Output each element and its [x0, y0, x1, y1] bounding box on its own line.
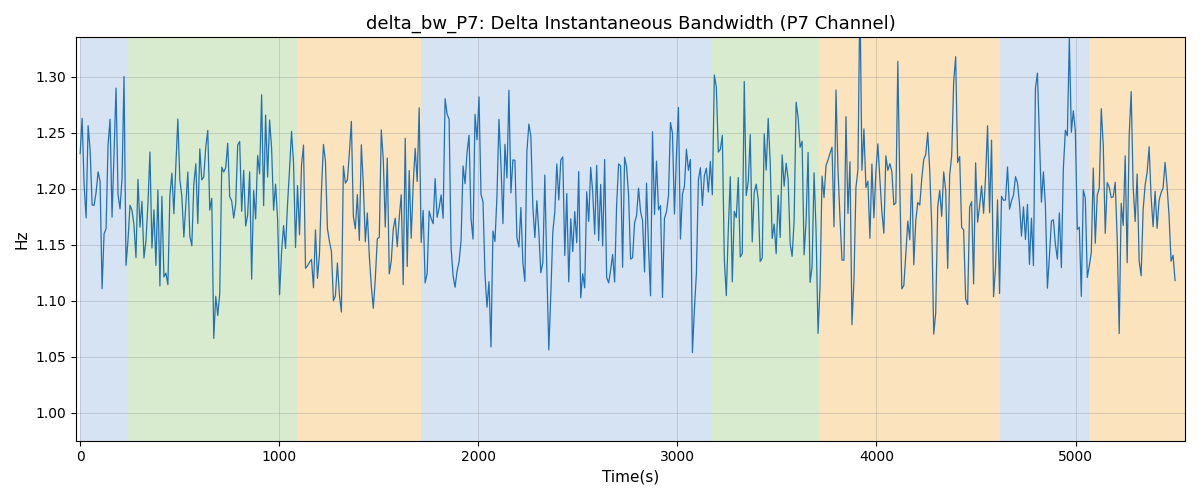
Bar	[1000, 38, 1090, 440]
Bar	[128, 38, 298, 440]
Y-axis label: Hz: Hz	[14, 230, 30, 249]
Bar	[298, 38, 420, 440]
Bar	[712, 38, 818, 440]
Bar	[1090, 38, 1184, 440]
Bar	[420, 38, 689, 440]
Title: delta_bw_P7: Delta Instantaneous Bandwidth (P7 Channel): delta_bw_P7: Delta Instantaneous Bandwid…	[366, 15, 895, 34]
Bar	[818, 38, 1000, 440]
Bar	[80, 38, 128, 440]
Bar	[689, 38, 712, 440]
X-axis label: Time(s): Time(s)	[602, 470, 659, 485]
